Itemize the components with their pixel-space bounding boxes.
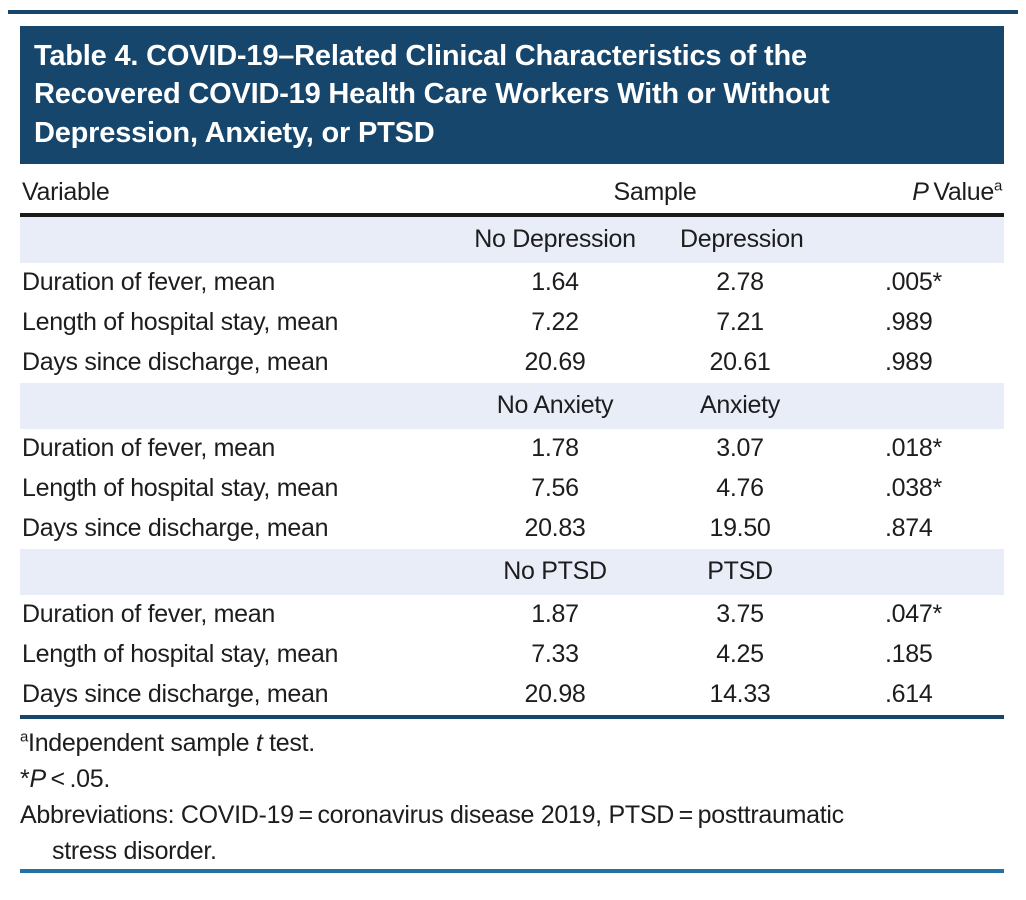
cell-value: 19.50 <box>709 514 771 543</box>
pvalue-p-italic: P <box>912 177 929 206</box>
row-label: Duration of fever, mean <box>22 600 275 629</box>
footnote-significance: *P < .05. <box>20 761 1004 797</box>
table-row: Duration of fever, mean 1.87 3.75 .047* <box>20 595 1004 635</box>
bottom-divider-rule <box>20 868 1004 873</box>
group-header-row-depression: No Depression Depression <box>20 216 1004 263</box>
group-header-depression: Depression <box>680 225 804 254</box>
footnote-star: * <box>20 764 30 793</box>
table-row: Days since discharge, mean 20.69 20.61 .… <box>20 343 1004 383</box>
footnote-a-text-end: test. <box>262 728 315 757</box>
cell-value: 7.22 <box>531 308 579 337</box>
top-divider-rule <box>8 10 1018 14</box>
cell-value: 20.98 <box>524 680 586 709</box>
table-row: Duration of fever, mean 1.78 3.07 .018* <box>20 429 1004 469</box>
footnote-a-text: Independent sample <box>28 728 256 757</box>
cell-pvalue: .614 <box>885 680 933 709</box>
group-header-no-depression: No Depression <box>474 225 636 254</box>
cell-value: 7.56 <box>531 474 579 503</box>
table-row: Duration of fever, mean 1.64 2.78 .005* <box>20 263 1004 303</box>
cell-value: 1.64 <box>531 268 579 297</box>
data-table: Variable Sample P Valuea No Depression D… <box>20 164 1004 715</box>
cell-value: 20.83 <box>524 514 586 543</box>
group-header-anxiety: Anxiety <box>700 391 780 420</box>
row-label: Duration of fever, mean <box>22 268 275 297</box>
table-row: Days since discharge, mean 20.83 19.50 .… <box>20 509 1004 549</box>
table-title-line2: Recovered COVID-19 Health Care Workers W… <box>34 78 830 111</box>
group-header-no-ptsd: No PTSD <box>503 557 607 586</box>
group-header-row-ptsd: No PTSD PTSD <box>20 548 1004 595</box>
pvalue-word: Value <box>928 177 994 206</box>
cell-value: 4.76 <box>716 474 764 503</box>
row-label: Days since discharge, mean <box>22 514 329 543</box>
cell-pvalue: .989 <box>885 308 933 337</box>
table-title-line1: Table 4. COVID-19–Related Clinical Chara… <box>34 40 807 72</box>
footnote-a-t-italic: t <box>255 728 263 757</box>
group-header-ptsd: PTSD <box>707 557 773 586</box>
col-header-variable: Variable <box>22 177 110 206</box>
cell-value: 1.87 <box>531 600 579 629</box>
col-header-pvalue: P Valuea <box>800 178 1004 207</box>
footnotes: aIndependent sample t test. *P < .05. Ab… <box>20 725 1004 869</box>
cell-value: 2.78 <box>716 268 764 297</box>
sample-label: Sample <box>613 177 697 206</box>
table-title-bar: Table 4. COVID-19–Related Clinical Chara… <box>20 26 1004 164</box>
cell-pvalue: .018* <box>885 434 942 463</box>
cell-pvalue: .047* <box>885 600 942 629</box>
footnote-a-marker: a <box>20 728 29 746</box>
footnote-p-threshold: < .05. <box>45 764 111 793</box>
cell-value: 1.78 <box>531 434 579 463</box>
pvalue-footnote-marker: a <box>993 177 1002 195</box>
cell-value: 4.25 <box>716 640 764 669</box>
row-label: Length of hospital stay, mean <box>22 640 339 669</box>
cell-value: 20.61 <box>709 348 771 377</box>
cell-pvalue: .874 <box>885 514 933 543</box>
col-header-sample: Sample <box>430 178 800 207</box>
cell-pvalue: .005* <box>885 268 942 297</box>
footnote-abbreviations-line2: stress disorder. <box>52 836 217 865</box>
cell-value: 3.07 <box>716 434 764 463</box>
cell-value: 7.33 <box>531 640 579 669</box>
table-title-line3: Depression, Anxiety, or PTSD <box>34 116 435 149</box>
cell-value: 20.69 <box>524 348 586 377</box>
table-row: Length of hospital stay, mean 7.22 7.21 … <box>20 303 1004 343</box>
cell-value: 14.33 <box>709 680 771 709</box>
table-row: Length of hospital stay, mean 7.56 4.76 … <box>20 469 1004 509</box>
row-label: Length of hospital stay, mean <box>22 474 339 503</box>
row-label: Days since discharge, mean <box>22 680 329 709</box>
group-header-no-anxiety: No Anxiety <box>496 391 614 420</box>
footnote-p-italic: P <box>29 764 46 793</box>
cell-value: 7.21 <box>716 308 764 337</box>
cell-value: 3.75 <box>716 600 764 629</box>
row-label: Length of hospital stay, mean <box>22 308 339 337</box>
cell-pvalue: .185 <box>885 640 933 669</box>
footnote-abbreviations-line1: Abbreviations: COVID-19 = coronavirus di… <box>20 800 844 829</box>
group-header-row-anxiety: No Anxiety Anxiety <box>20 382 1004 429</box>
table-header-row: Variable Sample P Valuea <box>20 164 1004 217</box>
cell-pvalue: .989 <box>885 348 933 377</box>
footnote-a: aIndependent sample t test. <box>20 725 1004 761</box>
row-label: Duration of fever, mean <box>22 434 275 463</box>
table-row: Length of hospital stay, mean 7.33 4.25 … <box>20 635 1004 675</box>
row-label: Days since discharge, mean <box>22 348 329 377</box>
cell-pvalue: .038* <box>885 474 942 503</box>
table-row: Days since discharge, mean 20.98 14.33 .… <box>20 675 1004 715</box>
table-end-rule <box>20 714 1004 719</box>
